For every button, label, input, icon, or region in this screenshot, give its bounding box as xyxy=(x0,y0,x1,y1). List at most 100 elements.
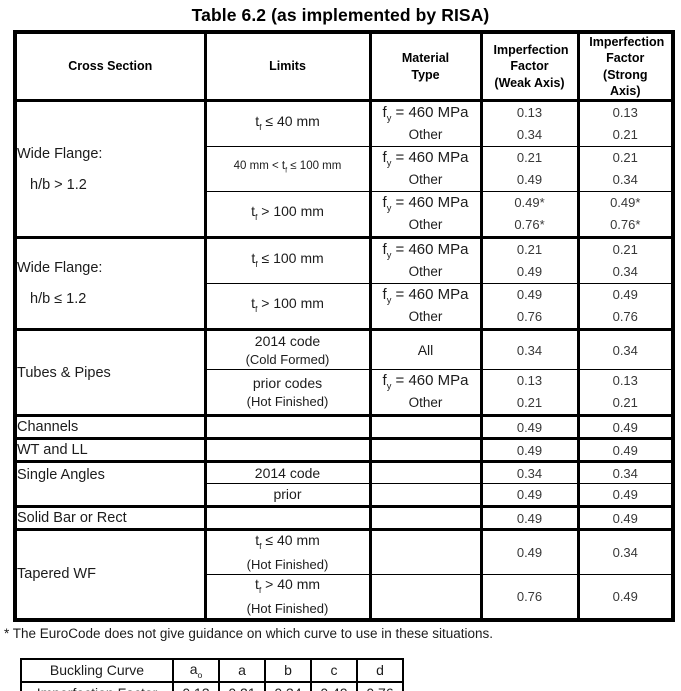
cross-section-line: Wide Flange: xyxy=(17,145,103,162)
limit-base: 40 mm < t xyxy=(233,160,286,173)
limit-line: tf > 100 mm xyxy=(208,294,367,319)
value-line: 0.13 xyxy=(612,105,638,120)
material-subscript: y xyxy=(386,381,392,391)
cross-section-line: Wide Flange: xyxy=(17,260,103,276)
weak-value-cell: 0.49 xyxy=(479,483,580,507)
weak-value-cell: 0.49 xyxy=(479,437,580,462)
value-text: 0.76 xyxy=(516,588,543,604)
material-base: All xyxy=(417,342,434,358)
value-text: 0.49 xyxy=(516,487,543,502)
limits-cell: 2014 code (Cold Formed) xyxy=(203,328,372,370)
limit-base: prior xyxy=(273,486,302,502)
limit-base: t xyxy=(255,112,260,129)
value-line: 0.13 xyxy=(516,373,543,388)
buckling-curve-table: Buckling Curve ao a b c d Imperfection F… xyxy=(20,657,404,691)
limits-cell: prior codes (Hot Finished) xyxy=(203,369,372,416)
value-text: 0.49 xyxy=(612,510,638,526)
value-text: 0.49 xyxy=(516,510,543,526)
cross-section-cell: Tubes & Pipes xyxy=(13,328,207,416)
material-base: f xyxy=(382,241,387,258)
header-limits: Limits xyxy=(203,32,372,102)
material-base: f xyxy=(382,104,387,121)
limit-base: t xyxy=(251,202,255,219)
weak-value-cell: 0.49* 0.76* xyxy=(479,191,580,238)
value-line: 0.21 xyxy=(612,242,638,257)
table-row: Buckling Curve ao a b c d xyxy=(20,657,404,683)
limit-line: tf ≤ 100 mm xyxy=(208,249,367,274)
value-text: 0.49 xyxy=(612,419,638,435)
strong-value-cell: 0.34 xyxy=(576,460,675,484)
weak-value-cell: 0.13 0.21 xyxy=(479,369,580,416)
limit-base: t xyxy=(251,294,255,311)
curve-cell: a xyxy=(218,657,266,683)
cross-section-line: WT and LL xyxy=(17,442,88,458)
material-line: Other xyxy=(408,309,443,324)
limits-cell: tf > 100 mm xyxy=(203,191,372,238)
table-row: Imperfection Factor 0.13 0.21 0.34 0.49 … xyxy=(20,680,404,691)
limit-base: t xyxy=(255,532,260,548)
curve-base: c xyxy=(330,662,338,679)
header-strong-axis-text: Imperfection Factor (Strong Axis) xyxy=(589,35,665,98)
value-line: 0.76 xyxy=(612,309,638,324)
value-line: 0.49 xyxy=(516,172,543,187)
limit-rest: ≤ 40 mm xyxy=(261,112,320,129)
limit-rest: ≤ 40 mm xyxy=(261,532,320,548)
cross-section-line: Channels xyxy=(17,419,79,435)
limit-rest: > 40 mm xyxy=(261,575,321,592)
weak-value-cell: 0.49 xyxy=(479,505,580,530)
material-rest: = 460 MPa xyxy=(391,104,469,121)
limit-line: tf ≤ 40 mm xyxy=(208,532,367,555)
value-text: 0.49 xyxy=(612,487,638,502)
strong-value-cell: 0.13 0.21 xyxy=(576,99,675,147)
material-cell: fy = 460 MPa Other xyxy=(368,99,483,147)
table-row: 40 mm < tf ≤ 100 mm fy = 460 MPa Other 0… xyxy=(15,146,675,192)
value-text: 0.34 xyxy=(612,465,638,481)
curve-base: b xyxy=(284,662,292,679)
limits-cell: tf ≤ 40 mm (Hot Finished) xyxy=(203,528,372,575)
value-line: 0.49* xyxy=(514,195,545,210)
value-text: 0.34 xyxy=(516,342,543,358)
material-base: f xyxy=(382,372,387,389)
cross-section-line: h/b > 1.2 xyxy=(30,176,87,193)
factor-cell: 0.21 xyxy=(218,680,266,691)
material-subscript: y xyxy=(386,295,392,305)
factor-cell: 0.76 xyxy=(356,680,404,691)
strong-value-cell: 0.21 0.34 xyxy=(576,146,675,192)
table-row: Tubes & Pipes 2014 code (Cold Formed) Al… xyxy=(13,328,675,416)
value-line: 0.34 xyxy=(516,127,543,142)
table-row: Solid Bar or Rect 0.49 0.49 xyxy=(13,505,675,530)
limit-subscript: f xyxy=(254,303,258,314)
material-line: Other xyxy=(408,217,443,232)
value-line: 0.49 xyxy=(516,264,543,279)
table-row: tf > 100 mm fy = 460 MPa Other 0.49* 0.7… xyxy=(15,191,675,238)
material-line: fy = 460 MPa xyxy=(373,241,478,262)
limit-line: (Hot Finished) xyxy=(246,556,329,572)
material-line: fy = 460 MPa xyxy=(373,285,478,307)
imperfection-factor-table: Cross Section Limits Material Type Imper… xyxy=(13,30,675,622)
material-line: fy = 460 MPa xyxy=(373,148,478,170)
material-base: f xyxy=(382,149,387,166)
value-line: 0.21 xyxy=(612,395,638,410)
limit-subscript: f xyxy=(259,121,262,132)
curve-cell: d xyxy=(356,657,404,683)
material-cell xyxy=(368,573,483,620)
limits-cell: tf ≤ 100 mm xyxy=(203,236,372,284)
header-weak-axis: Imperfection Factor (Weak Axis) xyxy=(479,32,580,102)
table-row: tf > 100 mm fy = 460 MPa Other 0.49 0.76… xyxy=(15,283,675,330)
material-cell: fy = 460 MPa Other xyxy=(368,146,483,192)
value-line: 0.13 xyxy=(516,105,543,120)
value-text: 0.49 xyxy=(516,544,543,560)
material-cell: fy = 460 MPa Other xyxy=(368,369,483,416)
table-row: Tapered WF tf ≤ 40 mm (Hot Finished) 0.4… xyxy=(13,527,675,620)
value-line: 0.34 xyxy=(612,172,638,187)
material-cell xyxy=(368,414,483,439)
curve-subscript: o xyxy=(197,669,203,680)
strong-value-cell: 0.49 xyxy=(576,505,675,530)
value-line: 0.76* xyxy=(610,217,641,232)
weak-value-cell: 0.34 xyxy=(479,328,580,370)
material-subscript: y xyxy=(386,158,392,168)
value-line: 0.21 xyxy=(612,127,638,142)
header-row: Cross Section Limits Material Type Imper… xyxy=(13,32,675,102)
material-rest: = 460 MPa xyxy=(391,149,469,166)
